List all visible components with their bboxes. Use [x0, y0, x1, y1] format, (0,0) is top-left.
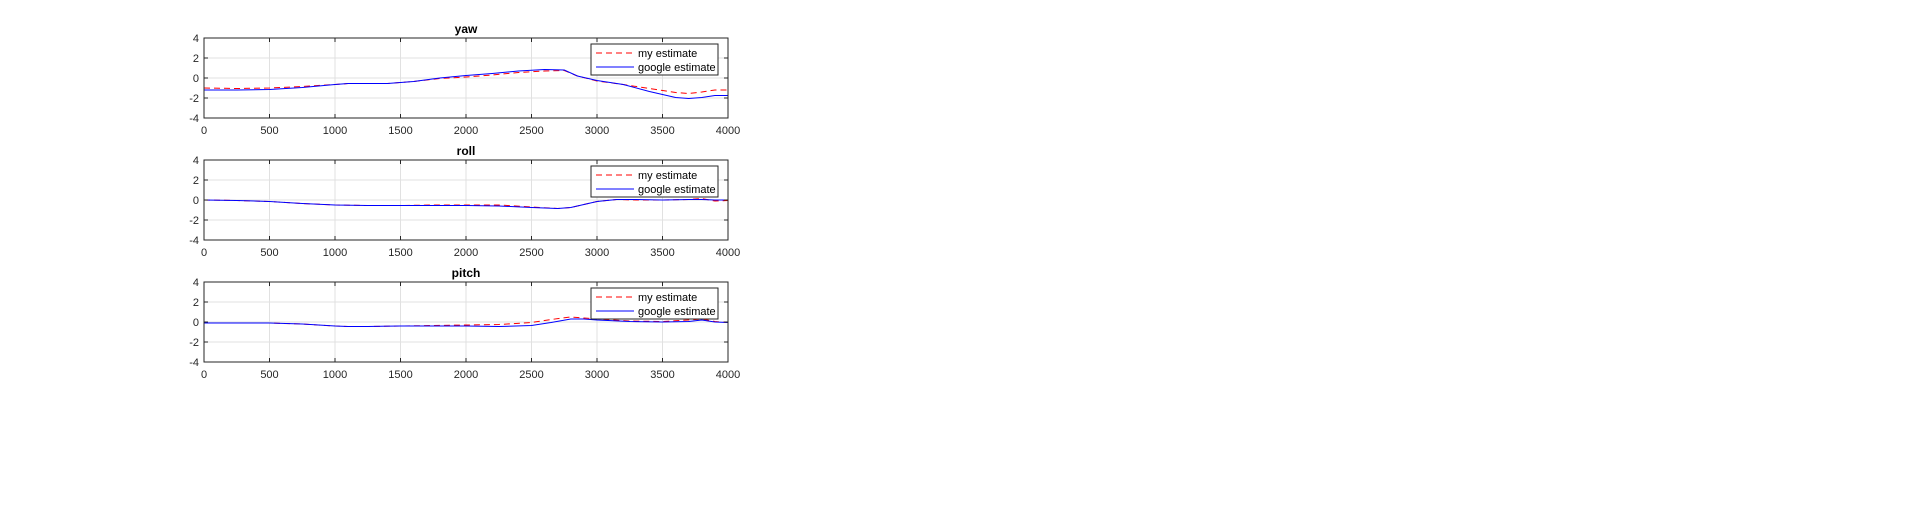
x-tick-label: 2500: [519, 369, 543, 381]
x-tick-label: 2500: [519, 247, 543, 259]
chart-pitch: 0 500 1000 1500 2000 2500 3000 3500 4000 -4 -2 0 2 4 p…: [189, 266, 740, 381]
series-line-google-estimate: [204, 318, 728, 328]
x-tick-label: 500: [260, 369, 278, 381]
y-tick-label: 0: [193, 73, 199, 85]
y-tick-label: 2: [193, 53, 199, 65]
y-tick-label: 4: [193, 33, 199, 45]
y-tick-label: -2: [189, 337, 199, 349]
y-tick-label: -2: [189, 93, 199, 105]
x-tick-label: 2000: [454, 125, 478, 137]
x-tick-label: 3500: [650, 125, 674, 137]
x-tick-label: 3500: [650, 369, 674, 381]
x-tick-label: 3500: [650, 247, 674, 259]
x-tick-label: 2000: [454, 369, 478, 381]
legend: my estimate google estimate: [590, 165, 719, 198]
x-tick-label: 3000: [585, 125, 609, 137]
chart-yaw: 0 500 1000 1500 2000 2500 3000 3500 4000 -4 -2 0 2 4 y…: [189, 22, 740, 137]
chart-title: roll: [457, 144, 476, 158]
legend: my estimate google estimate: [590, 43, 719, 76]
legend-box: [590, 165, 719, 198]
y-tick-label: -4: [189, 357, 199, 369]
series-line-google-estimate: [204, 199, 728, 210]
legend-label: google estimate: [638, 62, 716, 74]
y-tick-label: 2: [193, 175, 199, 187]
x-tick-label: 0: [201, 369, 207, 381]
y-tick-label: 4: [193, 155, 199, 167]
x-tick-label: 1500: [388, 369, 412, 381]
x-tick-label: 1000: [323, 125, 347, 137]
legend: my estimate google estimate: [590, 287, 719, 320]
series-line-google-estimate: [204, 68, 728, 100]
x-tick-label: 3000: [585, 247, 609, 259]
y-tick-label: -4: [189, 113, 199, 125]
x-tick-label: 3000: [585, 369, 609, 381]
legend-label: my estimate: [638, 48, 697, 60]
x-tick-label: 500: [260, 247, 278, 259]
x-tick-label: 2000: [454, 247, 478, 259]
x-tick-label: 1000: [323, 247, 347, 259]
y-tick-label: 0: [193, 317, 199, 329]
x-tick-label: 500: [260, 125, 278, 137]
chart-roll: 0 500 1000 1500 2000 2500 3000 3500 4000 -4 -2 0 2 4 r…: [189, 144, 740, 259]
legend-label: google estimate: [638, 184, 716, 196]
y-tick-label: 2: [193, 297, 199, 309]
chart-title: pitch: [452, 266, 481, 280]
x-tick-label: 0: [201, 125, 207, 137]
x-tick-label: 2500: [519, 125, 543, 137]
y-tick-label: -4: [189, 235, 199, 247]
legend-label: my estimate: [638, 292, 697, 304]
y-tick-label: 4: [193, 277, 199, 289]
y-tick-label: 0: [193, 195, 199, 207]
chart-title: yaw: [455, 22, 478, 36]
x-tick-label: 1000: [323, 369, 347, 381]
x-tick-label: 1500: [388, 125, 412, 137]
y-tick-label: -2: [189, 215, 199, 227]
x-tick-label: 1500: [388, 247, 412, 259]
legend-label: my estimate: [638, 170, 697, 182]
legend-label: google estimate: [638, 306, 716, 318]
legend-box: [590, 43, 719, 76]
x-tick-label: 4000: [716, 125, 740, 137]
x-tick-label: 4000: [716, 247, 740, 259]
legend-box: [590, 287, 719, 320]
x-tick-label: 4000: [716, 369, 740, 381]
x-tick-label: 0: [201, 247, 207, 259]
